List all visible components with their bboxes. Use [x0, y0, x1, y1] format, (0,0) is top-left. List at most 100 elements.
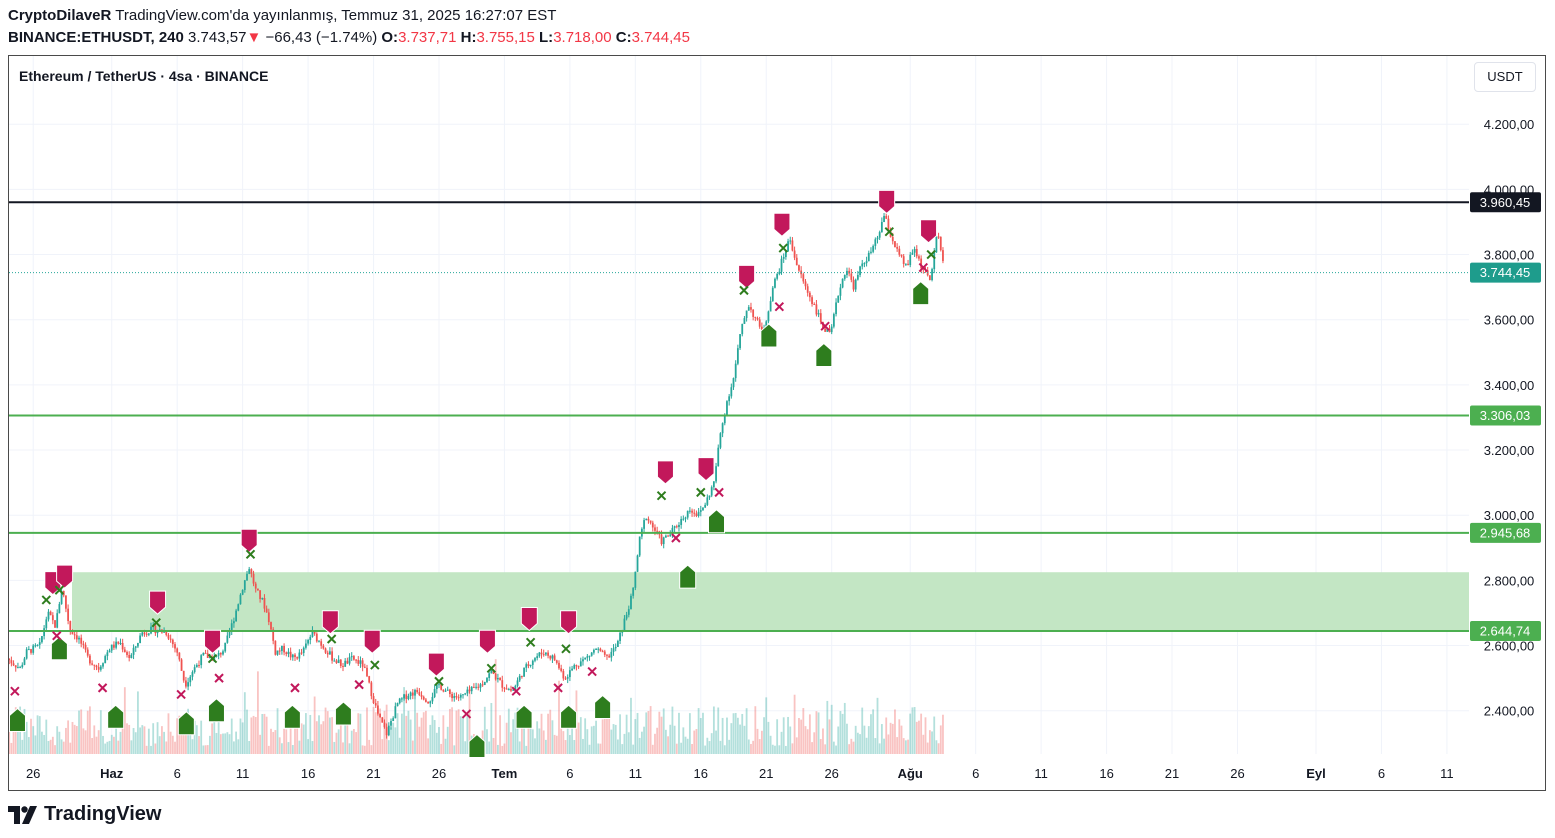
volume-bar	[523, 706, 525, 754]
candle-body	[78, 637, 80, 640]
volume-bar	[931, 731, 933, 754]
candle-body	[394, 706, 397, 719]
volume-bar	[296, 720, 299, 754]
volume-bar	[411, 740, 414, 754]
candle-body	[656, 530, 659, 532]
volume-bar	[837, 726, 840, 754]
volume-bar	[333, 741, 336, 754]
candle-body	[453, 696, 456, 699]
volume-bar	[217, 707, 220, 754]
candle-body	[782, 257, 785, 259]
volume-bar	[182, 728, 185, 754]
volume-bar	[839, 711, 842, 754]
candle-body	[104, 656, 107, 664]
candle-body	[939, 236, 942, 251]
volume-bar	[121, 714, 124, 754]
candle-body	[575, 665, 578, 667]
candle-body	[806, 286, 809, 293]
candle-body	[680, 519, 683, 525]
exit-cross-green-icon	[245, 549, 256, 560]
candle-body	[536, 656, 539, 659]
candle-body	[900, 254, 903, 257]
volume-bar	[606, 707, 608, 754]
candle-body	[438, 684, 440, 686]
candle-body	[200, 655, 203, 666]
sell-signal-icon	[773, 212, 791, 237]
candle-body	[928, 275, 931, 281]
candle-body	[717, 447, 720, 467]
chart-legend[interactable]: Ethereum / TetherUS · 4sa · BINANCE	[19, 68, 269, 84]
candle-body	[913, 248, 916, 253]
candle-body	[754, 316, 757, 319]
volume-bar	[848, 744, 851, 754]
candle-body	[817, 313, 820, 315]
volume-bar	[38, 716, 41, 754]
candle-body	[359, 660, 362, 664]
volume-bar	[363, 745, 366, 754]
price-chart[interactable]: 3.960,45 3.306,03 2.945,68 2.644,74 3.744,45…	[9, 56, 1545, 790]
volume-bar	[209, 735, 211, 754]
candle-body	[516, 680, 519, 686]
volume-bar	[667, 736, 669, 754]
volume-bar	[222, 733, 224, 754]
candle-body	[496, 677, 499, 680]
candle-body	[887, 218, 890, 231]
close-value: 3.744,45	[631, 29, 690, 46]
candle-body	[372, 696, 375, 704]
candle-body	[693, 512, 696, 514]
volume-bar	[483, 706, 486, 754]
candle-body	[710, 487, 713, 496]
volume-bar	[863, 725, 866, 754]
volume-bar	[826, 700, 829, 754]
volume-bar	[514, 712, 517, 754]
volume-bar	[189, 718, 192, 754]
volume-bar	[765, 697, 768, 754]
candle-body	[265, 608, 268, 613]
author-name[interactable]: CryptoDilaveR	[8, 7, 112, 24]
volume-bar	[379, 708, 381, 754]
volume-bar	[911, 707, 914, 754]
tradingview-brand[interactable]: TradingView	[8, 803, 161, 826]
candle-body	[566, 677, 569, 679]
volume-bar	[383, 710, 386, 754]
volume-bar	[318, 715, 320, 754]
candle-body	[555, 660, 558, 663]
buy-signal-icon	[50, 636, 68, 661]
volume-bar	[697, 708, 700, 754]
volume-bar	[246, 709, 248, 754]
chart-frame	[8, 55, 1546, 791]
volume-bar	[802, 708, 805, 754]
volume-bar	[887, 734, 890, 754]
volume-bar	[132, 728, 135, 754]
sell-signal-icon	[878, 189, 896, 215]
volume-bar	[270, 728, 272, 754]
open-value: 3.737,71	[398, 29, 457, 46]
volume-bar	[638, 737, 641, 754]
volume-bar	[372, 706, 375, 754]
exit-cross-pink-icon	[511, 686, 521, 696]
volume-bar	[769, 735, 772, 754]
volume-bar	[276, 708, 279, 754]
volume-bar	[89, 706, 91, 754]
volume-bar	[134, 732, 137, 754]
currency-button[interactable]: USDT	[1474, 62, 1536, 92]
candle-body	[51, 615, 54, 621]
volume-bar	[370, 745, 373, 754]
exit-cross-green-icon	[370, 660, 380, 670]
candle-body	[331, 651, 333, 661]
volume-bar	[446, 726, 449, 754]
candle-body	[73, 634, 76, 636]
x-tick-label: Tem	[492, 766, 518, 781]
candle-body	[32, 645, 35, 653]
volume-bar	[662, 708, 665, 754]
volume-bar	[12, 723, 15, 754]
candle-body	[226, 635, 229, 643]
volume-bar	[71, 721, 74, 754]
volume-bar	[453, 745, 456, 754]
volume-bar	[123, 687, 126, 754]
volume-bar	[619, 714, 621, 754]
buy-signal-icon	[912, 280, 930, 306]
candle-body	[769, 301, 772, 312]
candle-body	[381, 717, 384, 723]
volume-bar	[510, 732, 512, 754]
